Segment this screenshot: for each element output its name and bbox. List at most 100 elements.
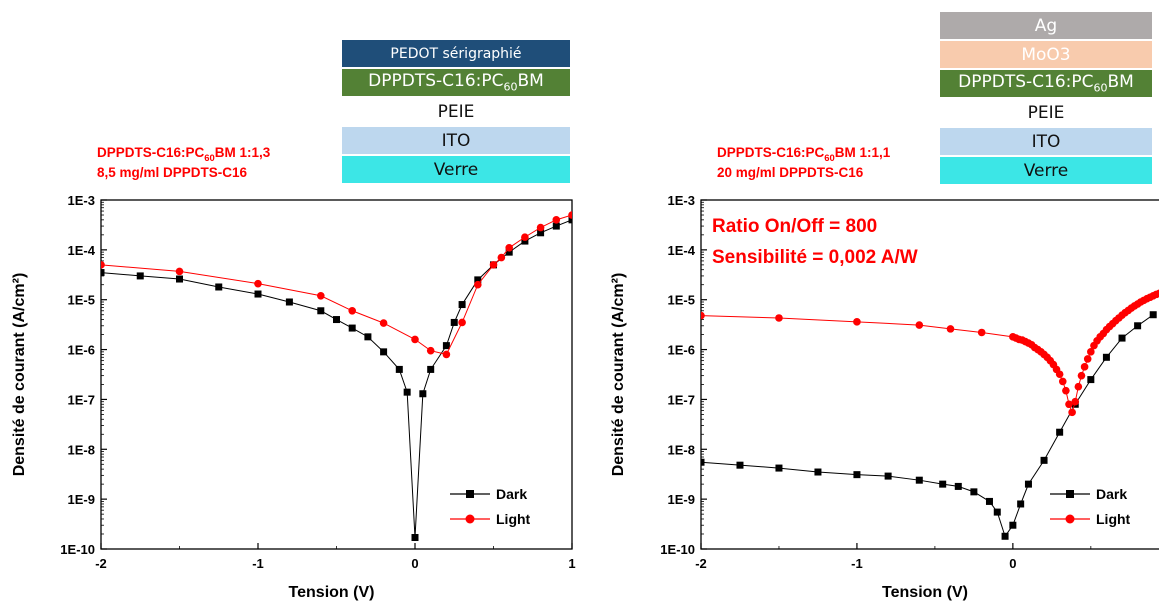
y-tick-label: 1E-9 xyxy=(68,492,95,507)
device-layer-label: Ag xyxy=(1034,15,1058,36)
data-point-dark xyxy=(176,275,183,283)
data-point-light xyxy=(536,223,545,232)
x-tick-label: 0 xyxy=(1009,556,1016,571)
y-tick-label: 1E-10 xyxy=(60,542,95,557)
data-point-light xyxy=(568,211,572,219)
y-tick-label: 1E-7 xyxy=(68,392,95,407)
legend-marker xyxy=(1065,514,1075,524)
device-layer-label: Verre xyxy=(433,159,479,180)
plot-frame xyxy=(700,199,1159,550)
legend-label: Light xyxy=(1096,511,1131,527)
data-point-dark xyxy=(853,471,861,479)
x-tick-label: -2 xyxy=(95,556,107,571)
data-point-light xyxy=(175,267,184,276)
data-point-dark xyxy=(317,307,325,315)
data-point-dark xyxy=(552,222,560,230)
data-point-dark xyxy=(505,248,513,256)
device-layer-label: PEIE xyxy=(437,101,475,122)
data-point-dark xyxy=(521,237,529,245)
data-point-dark xyxy=(701,458,705,466)
series-group xyxy=(701,289,1159,540)
y-tick-label: 1E-3 xyxy=(668,193,695,208)
data-point-dark xyxy=(136,272,144,280)
data-point-light xyxy=(317,291,325,300)
data-point-dark xyxy=(403,388,411,396)
data-point-light xyxy=(489,261,498,269)
data-point-light xyxy=(552,216,561,224)
data-point-dark xyxy=(736,461,744,469)
data-point-light xyxy=(1065,400,1073,409)
data-point-light xyxy=(254,279,262,288)
x-tick-label: -1 xyxy=(851,556,863,571)
data-point-light xyxy=(1058,377,1067,386)
y-tick-label: 1E-7 xyxy=(668,392,695,407)
data-point-light xyxy=(946,325,955,333)
y-tick-label: 1E-10 xyxy=(660,542,695,557)
figure-of-merit-label: Sensibilité = 0,002 A/W xyxy=(712,247,918,268)
device-layer: PEIE xyxy=(940,99,1152,126)
y-tick-label: 1E-4 xyxy=(68,243,96,258)
sample-annotation: 8,5 mg/ml DPPDTS-C16 xyxy=(97,165,248,180)
data-point-light xyxy=(915,321,924,329)
data-point-light xyxy=(379,319,388,327)
x-tick-label: 1 xyxy=(568,556,575,571)
data-point-dark xyxy=(442,342,450,350)
data-point-dark xyxy=(1001,532,1009,540)
device-layer: ITO xyxy=(342,127,570,154)
data-point-dark xyxy=(1134,322,1142,330)
y-axis-title: Densité de courant (A/cm²) xyxy=(11,273,28,477)
device-layer-label: DPPDTS-C16:PC60BM xyxy=(958,72,1134,95)
data-point-dark xyxy=(254,290,262,298)
data-point-dark xyxy=(939,480,947,488)
data-point-dark xyxy=(411,534,419,542)
legend-label: Dark xyxy=(1096,486,1127,502)
device-layer: PEIE xyxy=(342,98,570,125)
data-point-dark xyxy=(101,269,105,277)
y-tick-label: 1E-4 xyxy=(668,243,696,258)
data-point-dark xyxy=(884,472,892,480)
y-axis-title: Densité de courant (A/cm²) xyxy=(610,273,627,477)
data-point-light xyxy=(1068,408,1076,417)
sample-annotation: DPPDTS-C16:PC60BM 1:1,1 xyxy=(717,145,891,164)
data-point-dark xyxy=(364,333,372,341)
data-point-dark xyxy=(1009,521,1017,529)
data-point-dark xyxy=(568,216,572,224)
y-tick-label: 1E-5 xyxy=(668,293,695,308)
data-point-light xyxy=(701,311,705,320)
x-tick-label: -2 xyxy=(695,556,707,571)
device-layer: DPPDTS-C16:PC60BM xyxy=(940,70,1152,97)
data-point-light xyxy=(474,280,482,289)
data-point-light xyxy=(1071,397,1080,406)
data-point-dark xyxy=(1087,376,1095,384)
data-point-light xyxy=(442,350,451,359)
data-point-dark xyxy=(814,468,822,476)
data-point-dark xyxy=(954,482,962,490)
data-point-light xyxy=(348,306,357,315)
data-point-dark xyxy=(450,318,458,326)
data-point-light xyxy=(1080,363,1089,371)
data-point-dark xyxy=(458,301,466,309)
data-point-dark xyxy=(474,276,482,284)
series-group xyxy=(101,211,572,542)
legend-marker xyxy=(465,514,475,524)
data-point-dark xyxy=(427,365,435,373)
chart-panel-2: 1E-10 1E-9 1E-8 1E-7 1E-6 1E-5 1E-4 1E-3 -2 -1 0 Te… xyxy=(610,145,1159,601)
chart-panel-1: 1E-10 1E-9 1E-8 1E-7 1E-6 1E-5 1E-4 1E-3 -2 -1 0 1 T… xyxy=(11,145,576,601)
device-layer-label: ITO xyxy=(1031,131,1061,152)
y-tick-label: 1E-6 xyxy=(68,343,95,358)
data-point-light xyxy=(426,346,435,355)
data-point-dark xyxy=(348,324,356,332)
device-layer: MoO3 xyxy=(940,41,1152,68)
sample-annotation: DPPDTS-C16:PC60BM 1:1,3 xyxy=(97,145,271,164)
x-axis-title: Tension (V) xyxy=(289,584,375,601)
data-point-dark xyxy=(915,476,923,484)
data-point-light xyxy=(1155,289,1159,297)
legend-marker xyxy=(466,490,474,498)
data-point-dark xyxy=(380,348,388,356)
data-point-light xyxy=(853,318,861,326)
data-point-dark xyxy=(333,316,340,324)
legend-label: Light xyxy=(496,511,531,527)
y-tick-label: 1E-5 xyxy=(68,293,95,308)
device-layer-label: ITO xyxy=(441,130,471,151)
